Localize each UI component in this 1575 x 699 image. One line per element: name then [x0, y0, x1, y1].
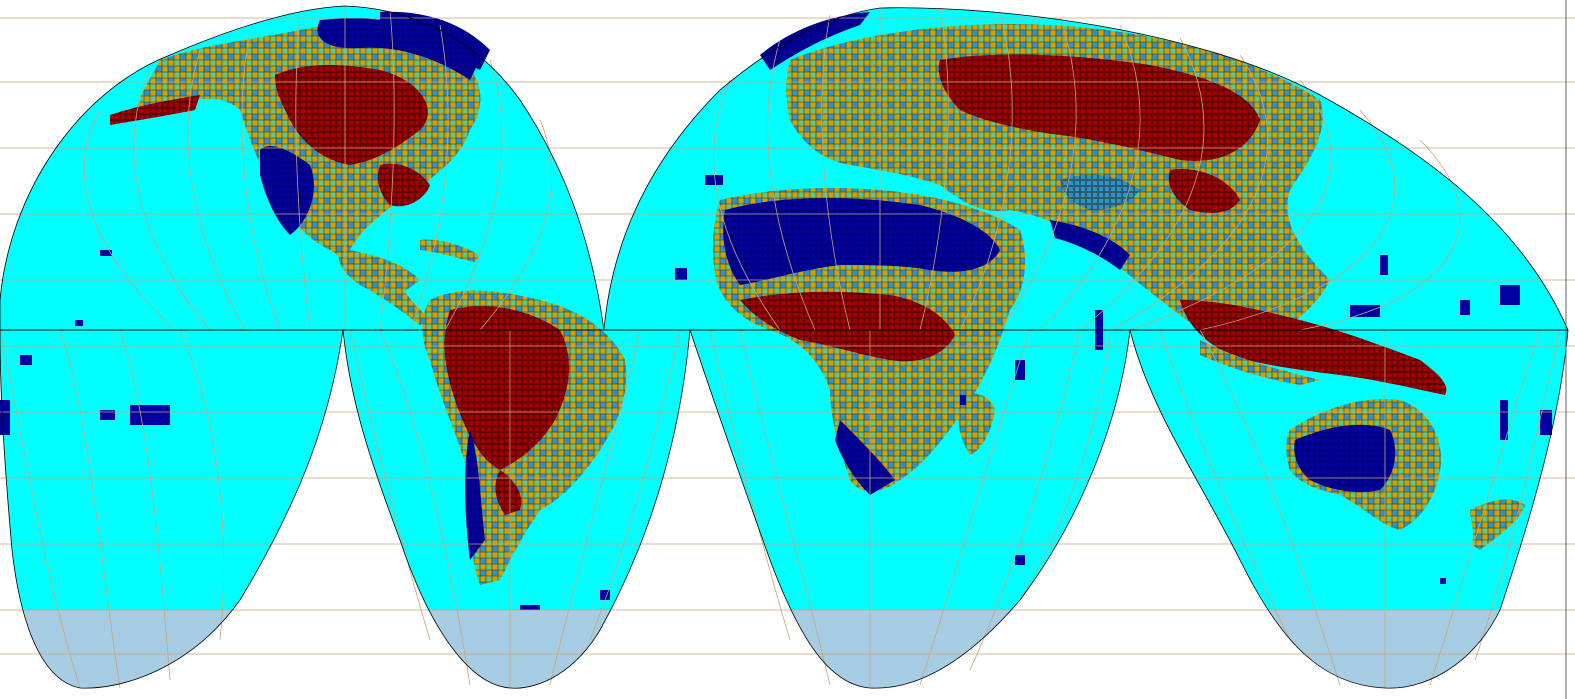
landmass-maritime-southeast-asia [1180, 300, 1447, 395]
landmass-australia [1286, 399, 1525, 550]
landmass-africa [713, 188, 1026, 495]
graticule-meridians [0, 6, 1561, 689]
landmass-eurasia [786, 24, 1330, 330]
graticule [0, 6, 1575, 689]
landmass-south-america [422, 290, 627, 585]
land-cells [0, 11, 1552, 610]
graticule-parallels [0, 17, 1575, 655]
landmass-north-america [110, 18, 481, 296]
landmass-greenland [380, 11, 870, 70]
